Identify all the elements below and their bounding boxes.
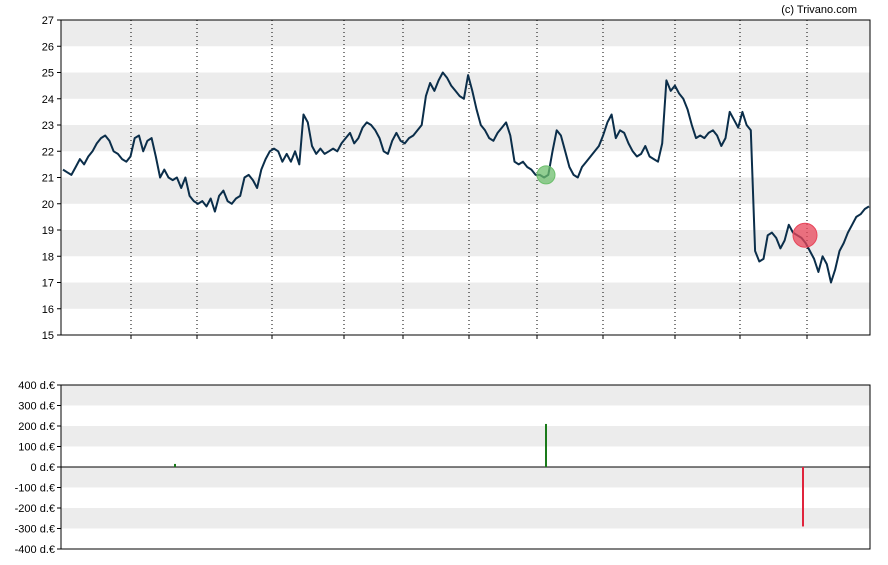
price-line-chart: junjulaugsepoktnovdec2025febmrtapr151617… bbox=[42, 4, 871, 345]
plot-frame bbox=[60, 19, 871, 336]
x-tick-label: aug bbox=[263, 344, 281, 345]
x-tick-label: jun bbox=[123, 344, 139, 345]
y-tick-label: -200 d.€ bbox=[15, 503, 55, 515]
y-tick-label: 15 bbox=[42, 330, 54, 342]
x-tick-label: sep bbox=[335, 344, 353, 345]
grid-band bbox=[61, 125, 870, 152]
plot-frame bbox=[60, 384, 871, 550]
y-tick-label: 20 bbox=[42, 199, 54, 211]
y-tick-label: 17 bbox=[42, 278, 54, 290]
y-tick-label: 16 bbox=[42, 304, 54, 316]
y-tick-label: 27 bbox=[42, 15, 54, 27]
x-tick-label: jul bbox=[190, 344, 202, 345]
grid-band bbox=[61, 20, 870, 47]
credit-text: (c) Trivano.com bbox=[781, 4, 857, 16]
grid-band bbox=[61, 426, 870, 447]
y-tick-label: 0 d.€ bbox=[31, 462, 55, 474]
y-tick-label: -300 d.€ bbox=[15, 524, 55, 536]
y-tick-label: 26 bbox=[42, 41, 54, 53]
grid-band bbox=[61, 385, 870, 406]
y-tick-label: 18 bbox=[42, 251, 54, 263]
buy-marker bbox=[536, 165, 556, 185]
x-tick-label: okt bbox=[396, 344, 411, 345]
y-tick-label: 23 bbox=[42, 120, 54, 132]
grid-band bbox=[61, 177, 870, 204]
x-tick-label: apr bbox=[799, 344, 815, 345]
price-series-line bbox=[62, 71, 870, 284]
grid-band bbox=[61, 467, 870, 488]
y-tick-label: 25 bbox=[42, 68, 54, 80]
grid-band bbox=[61, 508, 870, 529]
x-tick-label: dec bbox=[528, 344, 546, 345]
y-tick-label: 22 bbox=[42, 146, 54, 158]
y-tick-label: 300 d.€ bbox=[18, 401, 55, 413]
y-tick-label: -100 d.€ bbox=[15, 483, 55, 495]
sell-marker bbox=[792, 222, 818, 248]
y-tick-label: -400 d.€ bbox=[15, 544, 55, 556]
grid-band bbox=[61, 282, 870, 309]
y-tick-label: 200 d.€ bbox=[18, 421, 55, 433]
grid-band bbox=[61, 230, 870, 257]
x-tick-label: 2025 bbox=[591, 344, 615, 345]
y-tick-label: 24 bbox=[42, 94, 54, 106]
y-tick-label: 19 bbox=[42, 225, 54, 237]
y-tick-label: 21 bbox=[42, 173, 54, 185]
y-tick-label: 400 d.€ bbox=[18, 380, 55, 392]
x-tick-label: nov bbox=[460, 344, 478, 345]
x-tick-label: mrt bbox=[732, 344, 748, 345]
y-tick-label: 100 d.€ bbox=[18, 442, 55, 454]
x-tick-label: feb bbox=[667, 344, 682, 345]
